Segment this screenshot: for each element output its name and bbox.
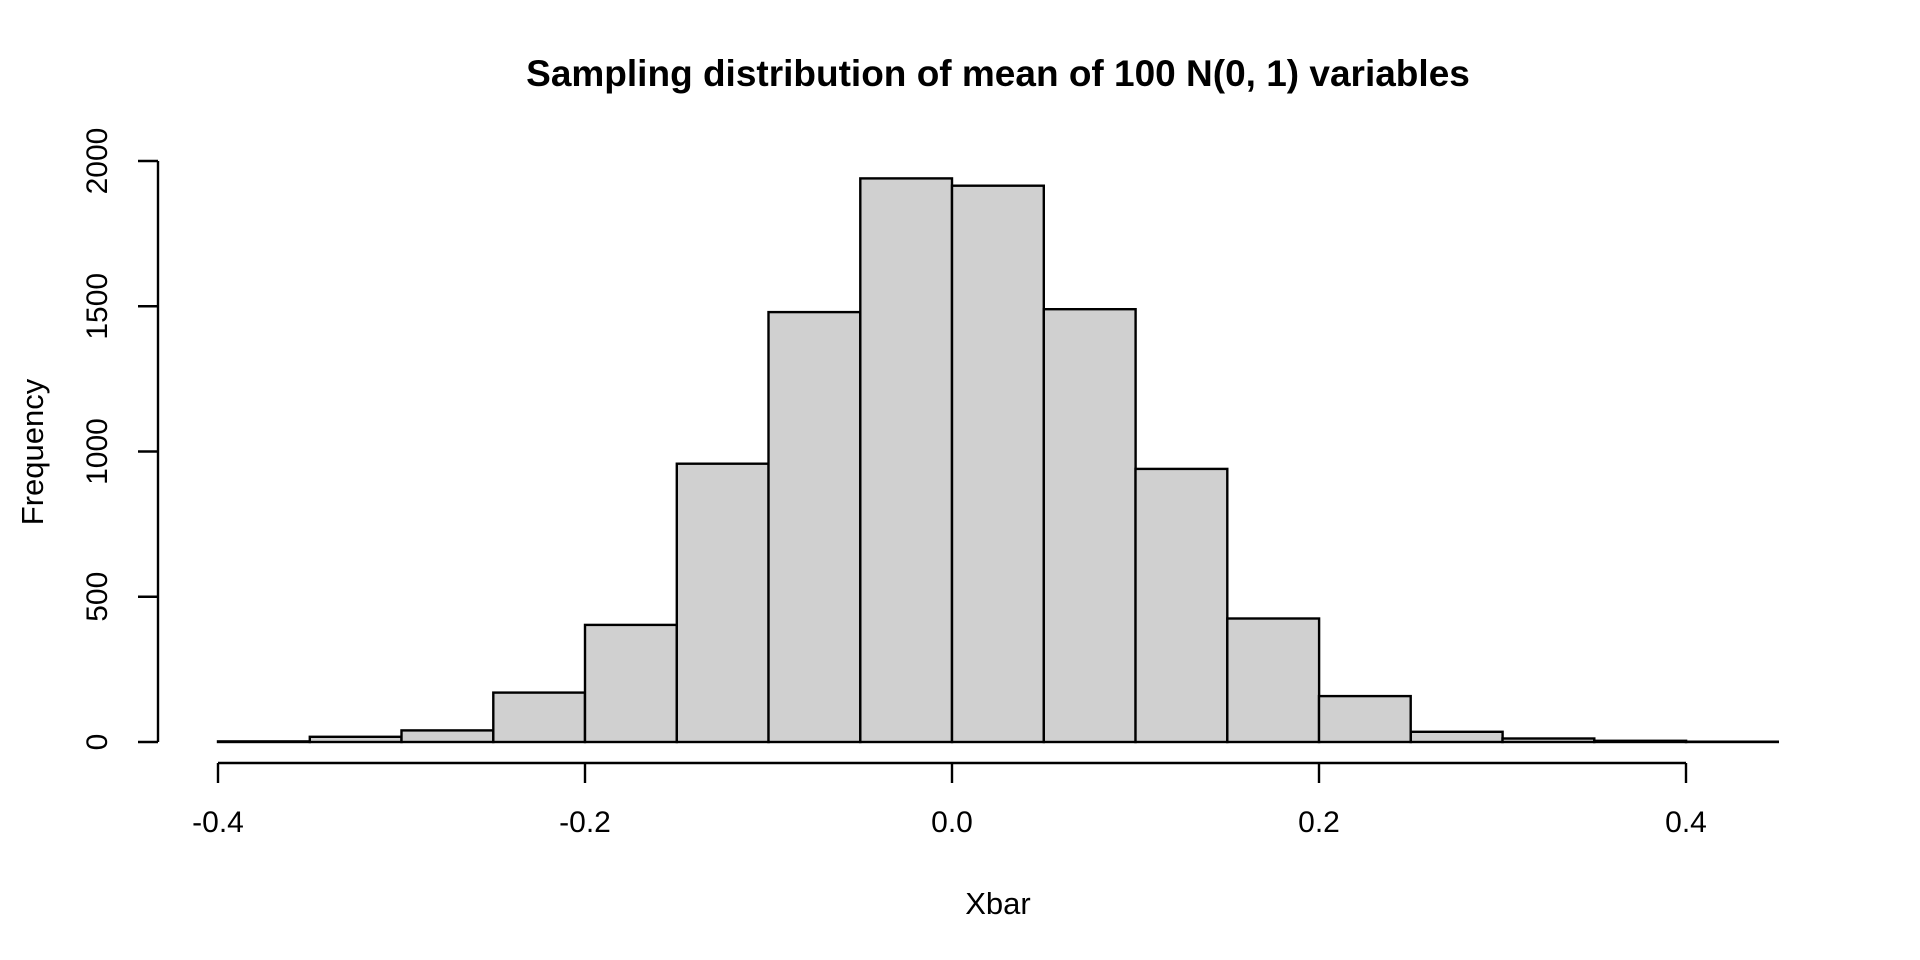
- histogram-bar: [492, 691, 587, 744]
- x-tick-label: 0.2: [1298, 806, 1340, 839]
- chart-title: Sampling distribution of mean of 100 N(0…: [526, 53, 1470, 94]
- histogram-bar: [950, 184, 1046, 744]
- histogram-bar: [400, 729, 495, 744]
- x-tick-label: -0.4: [192, 806, 244, 839]
- y-tick-label: 500: [81, 572, 114, 622]
- histogram-bars: [216, 177, 1780, 744]
- y-axis-label: Frequency: [15, 378, 50, 526]
- histogram-bar: [1226, 617, 1321, 744]
- x-axis-label: Xbar: [965, 886, 1031, 921]
- histogram-bar: [1317, 694, 1412, 744]
- histogram-bar: [675, 462, 770, 744]
- y-tick-label: 0: [81, 734, 114, 751]
- y-tick-label: 2000: [81, 128, 114, 195]
- y-tick-label: 1000: [81, 418, 114, 485]
- x-tick-label: 0.0: [931, 806, 973, 839]
- histogram-bar: [308, 735, 403, 744]
- axes: 0 500 1000 1500 2000 -0.4 -0.2 0.0 0.2 0.4: [81, 128, 1707, 839]
- x-tick-label: 0.4: [1665, 806, 1707, 839]
- histogram-bar: [216, 740, 312, 744]
- histogram-bar: [1409, 730, 1504, 744]
- histogram-bar: [1134, 467, 1229, 744]
- histogram-bar: [1593, 739, 1688, 744]
- histogram-bar: [1501, 737, 1596, 744]
- histogram-bar: [859, 177, 954, 744]
- y-tick-label: 1500: [81, 273, 114, 340]
- histogram-bar: [583, 623, 679, 744]
- histogram-bar: [1042, 308, 1137, 744]
- x-tick-label: -0.2: [559, 806, 611, 839]
- histogram-bar: [767, 310, 862, 744]
